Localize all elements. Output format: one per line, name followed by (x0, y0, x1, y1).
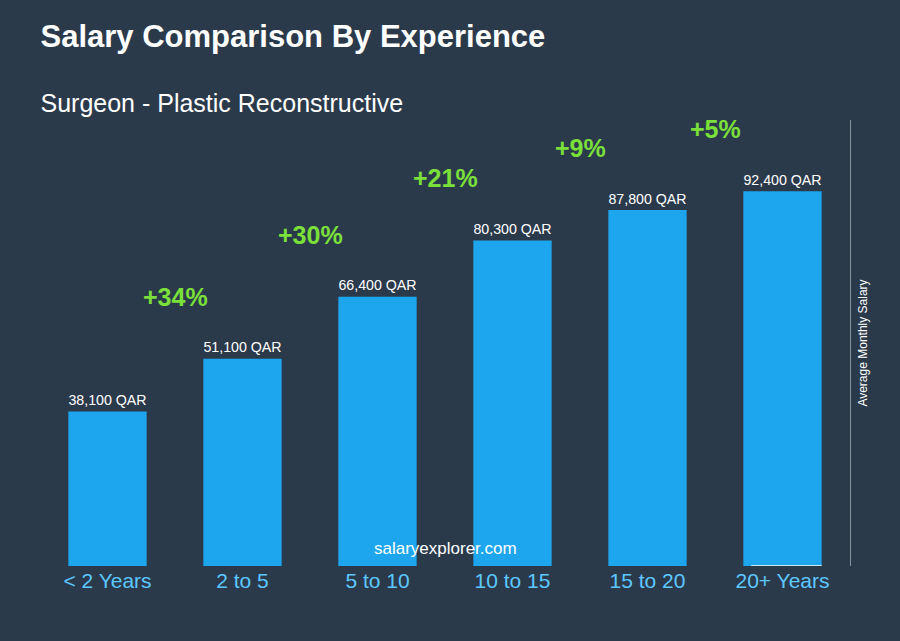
svg-text:20+ Years: 20+ Years (735, 569, 829, 592)
svg-text:51,100 QAR: 51,100 QAR (203, 339, 281, 355)
svg-text:+30%: +30% (278, 221, 343, 249)
svg-text:38,100 QAR: 38,100 QAR (68, 392, 146, 408)
svg-text:Salary Comparison By Experienc: Salary Comparison By Experience (41, 19, 546, 54)
svg-text:87,800 QAR: 87,800 QAR (608, 191, 686, 207)
svg-text:15 to 20: 15 to 20 (610, 569, 686, 592)
svg-text:< 2 Years: < 2 Years (63, 569, 151, 592)
svg-text:80,300 QAR: 80,300 QAR (473, 221, 551, 237)
svg-text:5 to 10: 5 to 10 (345, 569, 409, 592)
svg-text:salaryexplorer.com: salaryexplorer.com (374, 539, 517, 558)
svg-text:+5%: +5% (690, 115, 741, 143)
svg-text:+9%: +9% (555, 134, 606, 162)
svg-text:2 to 5: 2 to 5 (216, 569, 269, 592)
svg-text:Average Monthly Salary: Average Monthly Salary (856, 279, 870, 406)
svg-text:Surgeon - Plastic Reconstructi: Surgeon - Plastic Reconstructive (41, 89, 404, 117)
svg-text:+21%: +21% (413, 164, 478, 192)
svg-text:+34%: +34% (143, 283, 208, 311)
svg-text:92,400 QAR: 92,400 QAR (743, 172, 821, 188)
svg-text:66,400 QAR: 66,400 QAR (338, 277, 416, 293)
svg-text:10 to 15: 10 to 15 (475, 569, 551, 592)
